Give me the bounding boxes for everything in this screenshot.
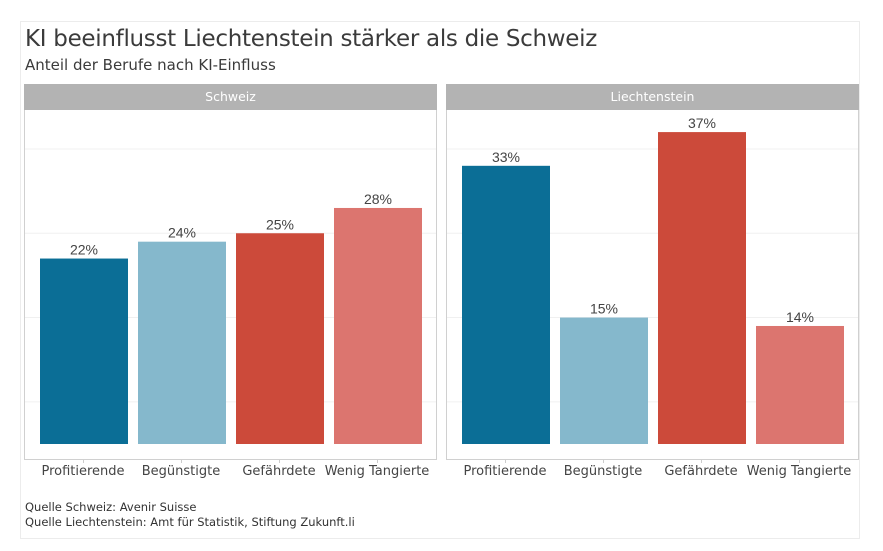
- x-tick: [181, 460, 182, 463]
- caption-source-schweiz: Quelle Schweiz: Avenir Suisse: [25, 500, 197, 514]
- data-label: 22%: [70, 242, 98, 258]
- bar-beg-nstigte: [138, 241, 226, 444]
- facet-strip-liechtenstein: Liechtenstein: [446, 84, 859, 110]
- bar-wenig-tangierte: [334, 207, 422, 444]
- plot-area-liechtenstein: 33% 15% 37% 14%: [446, 110, 859, 460]
- bar-profitierende: [40, 258, 128, 444]
- plot-area-schweiz: 22% 24% 25% 28%: [24, 110, 437, 460]
- x-tick-label: Wenig Tangierte: [746, 464, 852, 479]
- data-label: 37%: [688, 115, 716, 131]
- x-tick-label: Gefährdete: [664, 464, 738, 479]
- x-tick: [603, 460, 604, 463]
- facet-panel-schweiz: Schweiz 22% 24% 25% 28%: [24, 84, 437, 460]
- x-tick: [83, 460, 84, 463]
- chart-subtitle: Anteil der Berufe nach KI-Einfluss: [25, 56, 276, 74]
- data-label: 33%: [492, 149, 520, 165]
- data-label: 15%: [590, 301, 618, 317]
- bar-gef-hrdete: [236, 233, 324, 444]
- x-tick-label: Begünstigte: [141, 464, 221, 479]
- x-tick-label: Profitierende: [41, 464, 125, 479]
- x-tick: [279, 460, 280, 463]
- chart-title: KI beeinflusst Liechtenstein stärker als…: [25, 26, 598, 52]
- x-tick: [377, 460, 378, 463]
- x-tick: [799, 460, 800, 463]
- bar-gef-hrdete: [658, 132, 746, 444]
- caption-source-liechtenstein: Quelle Liechtenstein: Amt für Statistik,…: [25, 515, 355, 529]
- data-label: 28%: [364, 191, 392, 207]
- x-tick: [701, 460, 702, 463]
- facet-panel-liechtenstein: Liechtenstein 33% 15% 37% 14%: [446, 84, 859, 460]
- bar-chart-schweiz: 22% 24% 25% 28%: [25, 148, 436, 444]
- facet-strip-schweiz: Schweiz: [24, 84, 437, 110]
- x-tick-label: Begünstigte: [563, 464, 643, 479]
- bar-profitierende: [462, 165, 550, 444]
- bar-beg-nstigte: [560, 317, 648, 444]
- data-label: 24%: [168, 225, 196, 241]
- bar-chart-liechtenstein: 33% 15% 37% 14%: [447, 115, 858, 444]
- x-tick-label: Gefährdete: [242, 464, 316, 479]
- x-tick-label: Wenig Tangierte: [324, 464, 430, 479]
- x-tick-label: Profitierende: [463, 464, 547, 479]
- data-label: 14%: [786, 309, 814, 325]
- x-tick: [505, 460, 506, 463]
- bar-wenig-tangierte: [756, 325, 844, 444]
- data-label: 25%: [266, 216, 294, 232]
